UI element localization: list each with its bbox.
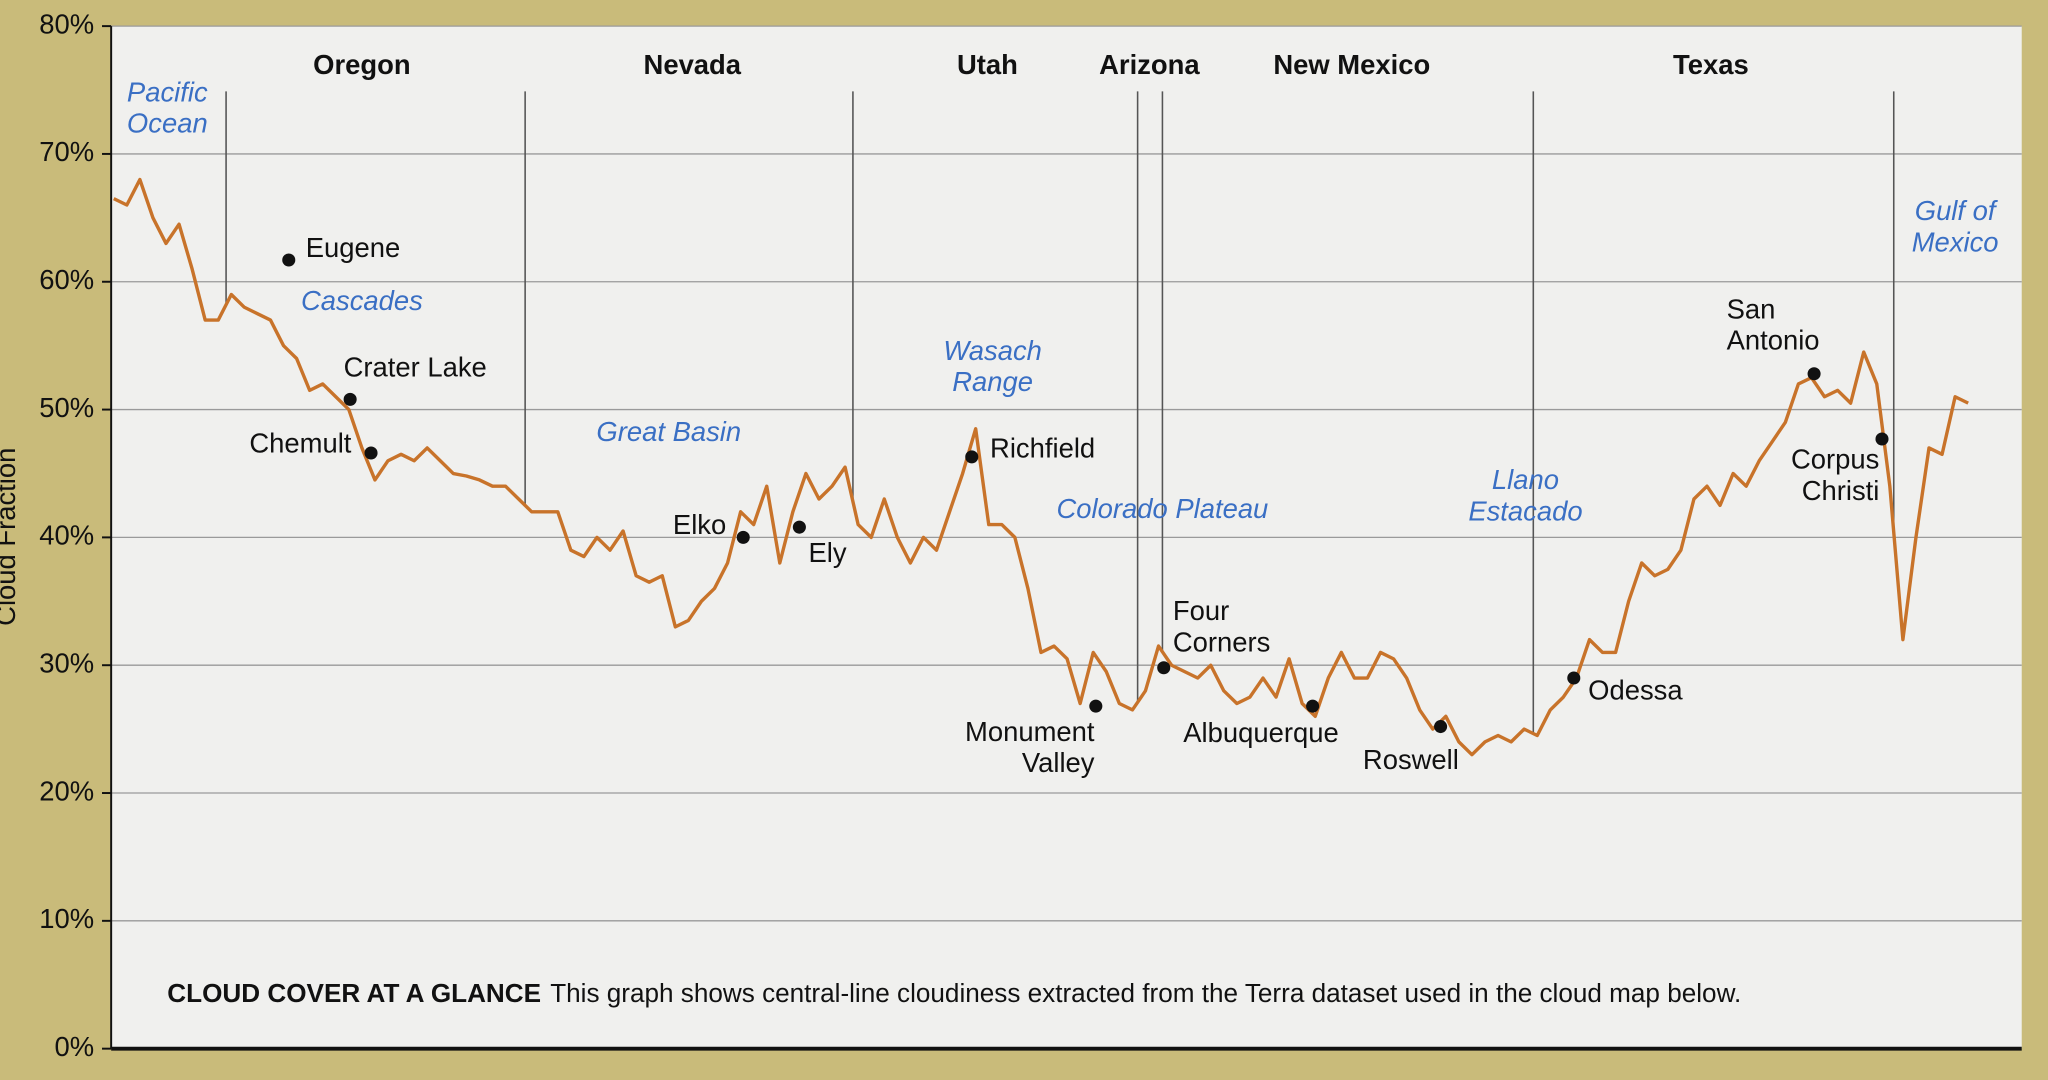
y-tick-label: 50% xyxy=(39,392,94,423)
city-label: Corners xyxy=(1173,627,1270,658)
city-label: Ely xyxy=(809,537,847,568)
city-dot xyxy=(343,392,357,406)
state-label: Arizona xyxy=(1099,49,1200,80)
city-dot xyxy=(1306,699,1320,713)
city-label: Elko xyxy=(673,509,726,540)
y-tick-label: 60% xyxy=(39,264,94,295)
y-tick-label: 20% xyxy=(39,775,94,806)
city-label: Antonio xyxy=(1727,325,1820,356)
city-dot xyxy=(282,253,296,267)
city-label: Corpus xyxy=(1791,443,1879,474)
region-label: Range xyxy=(952,366,1033,397)
region-label: Cascades xyxy=(301,285,423,316)
region-label: Ocean xyxy=(127,108,208,139)
y-tick-label: 40% xyxy=(39,520,94,551)
region-label: Estacado xyxy=(1468,495,1582,526)
state-label: New Mexico xyxy=(1273,49,1430,80)
city-dot xyxy=(1875,432,1889,446)
region-label: Great Basin xyxy=(596,416,741,447)
caption: CLOUD COVER AT A GLANCE This graph shows … xyxy=(167,978,1741,1008)
city-label: Albuquerque xyxy=(1183,717,1338,748)
city-dot xyxy=(1807,367,1821,381)
region-label: Pacific xyxy=(127,76,208,107)
city-dot xyxy=(364,446,378,460)
region-label: Gulf of xyxy=(1915,195,1998,226)
y-tick-label: 0% xyxy=(55,1031,95,1062)
state-label: Oregon xyxy=(313,49,410,80)
city-dot xyxy=(736,530,750,544)
city-dot xyxy=(965,450,979,464)
y-axis-label: Cloud Fraction xyxy=(0,448,21,626)
region-label: Colorado Plateau xyxy=(1057,493,1269,524)
city-label: Richfield xyxy=(990,433,1095,464)
city-dot xyxy=(792,520,806,534)
city-label: Four xyxy=(1173,595,1229,626)
region-label: Llano xyxy=(1492,464,1559,495)
city-label: San xyxy=(1727,293,1776,324)
y-tick-label: 70% xyxy=(39,136,94,167)
city-dot xyxy=(1434,720,1448,734)
state-label: Nevada xyxy=(644,49,742,80)
city-dot xyxy=(1157,661,1171,675)
y-tick-label: 80% xyxy=(39,8,94,39)
caption-text: This graph shows central-line cloudiness… xyxy=(550,978,1741,1008)
state-label: Utah xyxy=(957,49,1018,80)
region-label: Wasach xyxy=(943,335,1042,366)
region-label: Mexico xyxy=(1912,226,1999,257)
caption-title: CLOUD COVER AT A GLANCE xyxy=(167,978,541,1008)
city-label: Roswell xyxy=(1363,744,1459,775)
city-label: Chemult xyxy=(249,427,351,458)
city-dot xyxy=(1089,699,1103,713)
state-label: Texas xyxy=(1673,49,1749,80)
city-dot xyxy=(1567,671,1581,685)
city-label: Eugene xyxy=(306,232,400,263)
city-label: Monument xyxy=(965,716,1095,747)
city-label: Valley xyxy=(1022,747,1095,778)
y-tick-label: 10% xyxy=(39,903,94,934)
y-tick-label: 30% xyxy=(39,647,94,678)
city-label: Odessa xyxy=(1588,675,1683,706)
cloud-line xyxy=(113,177,1969,757)
city-label: Crater Lake xyxy=(344,352,487,383)
city-label: Christi xyxy=(1802,475,1880,506)
